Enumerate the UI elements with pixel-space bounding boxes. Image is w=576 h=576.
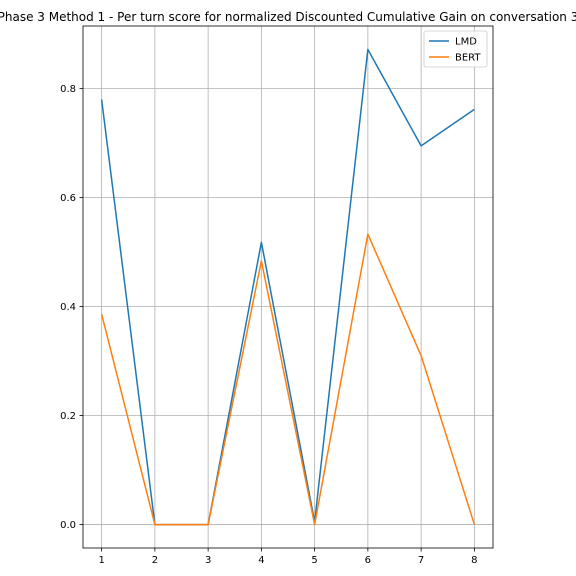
x-tick-label: 1 xyxy=(98,555,104,566)
series-lines xyxy=(100,48,476,526)
x-tick-label: 3 xyxy=(205,555,211,566)
y-tick-label: 0.4 xyxy=(60,302,76,313)
series-line-lmd xyxy=(100,48,475,526)
y-tick-label: 0.0 xyxy=(60,520,76,531)
legend-box xyxy=(423,30,488,68)
series-line-bert xyxy=(100,233,476,526)
legend-label-bert: BERT xyxy=(455,53,481,64)
x-tick-label: 5 xyxy=(311,555,317,566)
legend: LMD BERT xyxy=(423,30,488,68)
x-tick-label: 6 xyxy=(365,555,371,566)
x-tick-label: 7 xyxy=(418,555,424,566)
chart-title: Phase 3 Method 1 - Per turn score for no… xyxy=(0,10,576,24)
y-tick-label: 0.6 xyxy=(60,193,76,204)
plot-area-frame xyxy=(82,25,494,549)
legend-label-lmd: LMD xyxy=(455,37,477,48)
y-tick-label: 0.2 xyxy=(60,411,76,422)
y-tick-label: 0.8 xyxy=(60,84,76,95)
x-tick-label: 2 xyxy=(152,555,158,566)
grid-lines xyxy=(83,26,493,548)
x-tick-label: 8 xyxy=(471,555,477,566)
axis-ticks: 1 2 3 4 5 6 7 8 0.0 0.2 0.4 0.6 0.8 xyxy=(60,84,477,566)
x-tick-label: 4 xyxy=(258,555,264,566)
